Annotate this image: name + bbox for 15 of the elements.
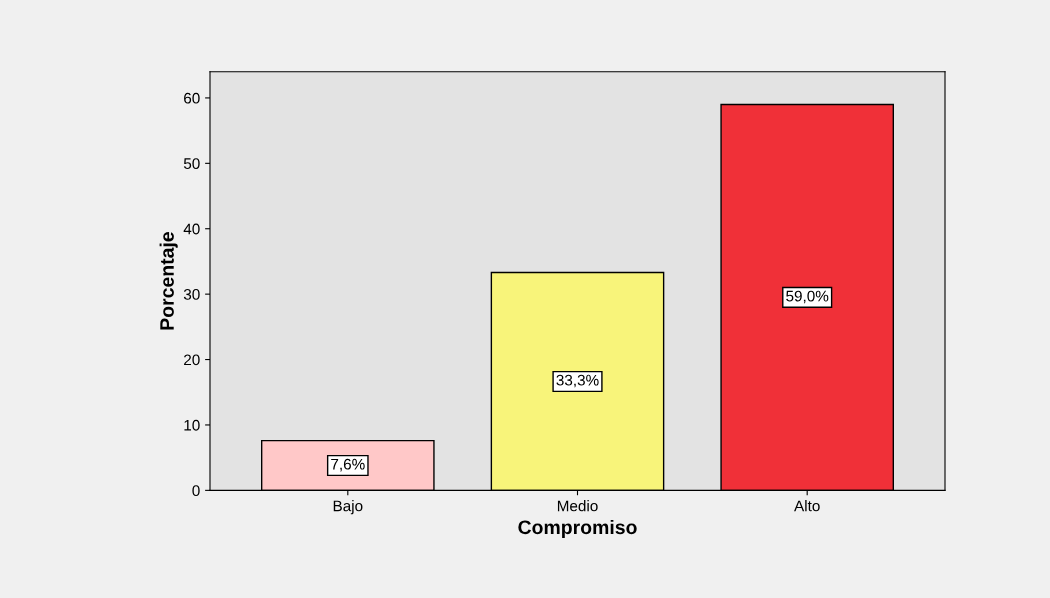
y-tick-label: 30 [183, 289, 200, 300]
data-label: 59,0% [786, 290, 829, 304]
x-tick-label: Alto [794, 500, 820, 512]
y-tick-label: 0 [192, 485, 200, 497]
x-tick-label: Bajo [333, 500, 363, 515]
y-tick-label: 10 [184, 419, 200, 431]
x-tick-label: Medio [557, 500, 598, 512]
data-label: 7,6% [331, 458, 365, 472]
y-axis-title: Porcentaje [159, 232, 178, 330]
y-tick-label: 50 [183, 158, 200, 170]
y-tick-label: 60 [184, 92, 200, 104]
x-axis-title: Compromiso [518, 519, 637, 539]
y-tick-label: 20 [184, 354, 200, 366]
data-label: 33,3% [556, 374, 599, 388]
y-tick-label: 40 [183, 223, 200, 235]
